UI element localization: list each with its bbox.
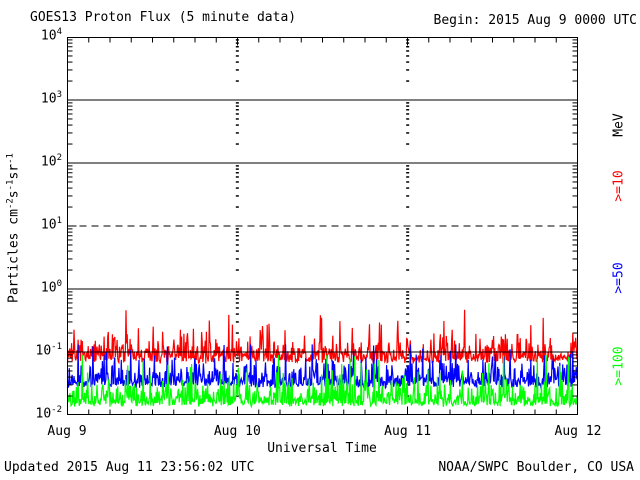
y-tick-label: 102: [40, 153, 62, 170]
y-tick-label: 10-1: [35, 342, 63, 359]
series-50-trace: [67, 344, 578, 390]
begin-time-label: Begin: 2015 Aug 9 0000 UTC: [433, 13, 638, 28]
y-tick-label: 100: [40, 279, 62, 296]
x-axis-title: Universal Time: [267, 441, 377, 456]
series-100-trace: [67, 355, 578, 409]
x-tick-label: Aug 9: [47, 424, 87, 439]
y-tick-label: 101: [40, 216, 62, 233]
source-attribution: NOAA/SWPC Boulder, CO USA: [438, 460, 634, 475]
x-tick-label: Aug 11: [384, 424, 432, 439]
y-tick-label: 10-2: [35, 405, 63, 422]
updated-timestamp: Updated 2015 Aug 11 23:56:02 UTC: [4, 460, 255, 475]
legend-entry-ge10: >=10: [611, 170, 627, 202]
legend-entry-ge50: >=50: [611, 262, 627, 294]
legend-entry-ge100: >=100: [611, 346, 627, 386]
y-tick-label: 103: [40, 90, 62, 107]
y-tick-label: 104: [40, 27, 62, 44]
proton-flux-plot: [67, 37, 578, 415]
legend-units-label: MeV: [611, 113, 627, 137]
x-tick-label: Aug 10: [213, 424, 261, 439]
x-tick-label: Aug 12: [554, 424, 602, 439]
chart-title: GOES13 Proton Flux (5 minute data): [30, 10, 297, 25]
series-10-trace: [67, 309, 578, 366]
